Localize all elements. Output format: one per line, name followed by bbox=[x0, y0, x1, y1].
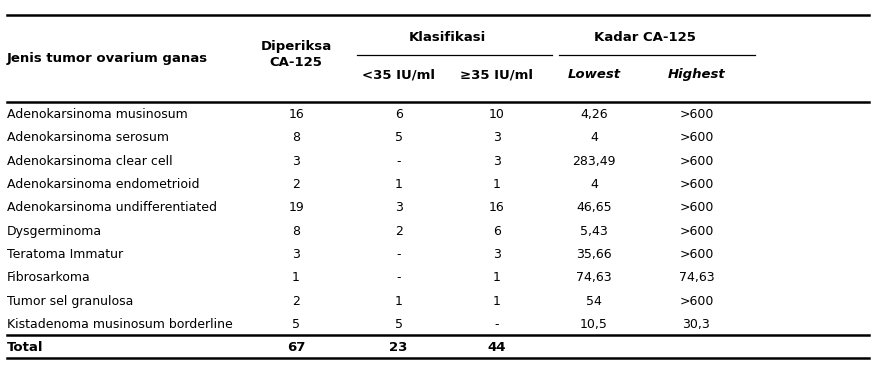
Text: 74,63: 74,63 bbox=[576, 271, 611, 284]
Text: 35,66: 35,66 bbox=[576, 248, 611, 261]
Text: 1: 1 bbox=[293, 271, 300, 284]
Text: 54: 54 bbox=[586, 295, 602, 307]
Text: >600: >600 bbox=[679, 108, 714, 121]
Text: Adenokarsinoma clear cell: Adenokarsinoma clear cell bbox=[7, 155, 173, 168]
Text: 4: 4 bbox=[590, 131, 597, 144]
Text: 67: 67 bbox=[287, 341, 305, 354]
Text: Adenokarsinoma endometrioid: Adenokarsinoma endometrioid bbox=[7, 178, 200, 191]
Text: 2: 2 bbox=[395, 225, 402, 238]
Text: 4,26: 4,26 bbox=[580, 108, 608, 121]
Text: -: - bbox=[396, 271, 401, 284]
Text: 2: 2 bbox=[293, 178, 300, 191]
Text: 10,5: 10,5 bbox=[580, 318, 608, 331]
Text: 1: 1 bbox=[493, 295, 500, 307]
Text: 30,3: 30,3 bbox=[682, 318, 710, 331]
Text: Dysgerminoma: Dysgerminoma bbox=[7, 225, 102, 238]
Text: 1: 1 bbox=[395, 178, 402, 191]
Text: Jenis tumor ovarium ganas: Jenis tumor ovarium ganas bbox=[7, 52, 208, 65]
Text: Total: Total bbox=[7, 341, 44, 354]
Text: >600: >600 bbox=[679, 178, 714, 191]
Text: >600: >600 bbox=[679, 155, 714, 168]
Text: >600: >600 bbox=[679, 201, 714, 214]
Text: 3: 3 bbox=[395, 201, 402, 214]
Text: Adenokarsinoma undifferentiated: Adenokarsinoma undifferentiated bbox=[7, 201, 217, 214]
Text: 3: 3 bbox=[293, 248, 300, 261]
Text: >600: >600 bbox=[679, 295, 714, 307]
Text: 1: 1 bbox=[493, 271, 500, 284]
Text: 74,63: 74,63 bbox=[679, 271, 714, 284]
Text: 44: 44 bbox=[487, 341, 506, 354]
Text: Adenokarsinoma musinosum: Adenokarsinoma musinosum bbox=[7, 108, 187, 121]
Text: 3: 3 bbox=[493, 248, 500, 261]
Text: 8: 8 bbox=[292, 225, 300, 238]
Text: 283,49: 283,49 bbox=[572, 155, 616, 168]
Text: Teratoma Immatur: Teratoma Immatur bbox=[7, 248, 124, 261]
Text: 6: 6 bbox=[395, 108, 402, 121]
Text: -: - bbox=[396, 248, 401, 261]
Text: 3: 3 bbox=[493, 131, 500, 144]
Text: Highest: Highest bbox=[668, 68, 725, 81]
Text: 5: 5 bbox=[292, 318, 300, 331]
Text: Adenokarsinoma serosum: Adenokarsinoma serosum bbox=[7, 131, 169, 144]
Text: 4: 4 bbox=[590, 178, 597, 191]
Text: 1: 1 bbox=[395, 295, 402, 307]
Text: >600: >600 bbox=[679, 131, 714, 144]
Text: Lowest: Lowest bbox=[568, 68, 620, 81]
Text: 1: 1 bbox=[493, 178, 500, 191]
Text: 19: 19 bbox=[288, 201, 304, 214]
Text: 6: 6 bbox=[493, 225, 500, 238]
Text: 3: 3 bbox=[493, 155, 500, 168]
Text: 46,65: 46,65 bbox=[576, 201, 611, 214]
Text: ≥35 IU/ml: ≥35 IU/ml bbox=[460, 68, 533, 81]
Text: 16: 16 bbox=[288, 108, 304, 121]
Text: >600: >600 bbox=[679, 248, 714, 261]
Text: 23: 23 bbox=[390, 341, 407, 354]
Text: 5: 5 bbox=[394, 318, 403, 331]
Text: Kistadenoma musinosum borderline: Kistadenoma musinosum borderline bbox=[7, 318, 233, 331]
Text: 2: 2 bbox=[293, 295, 300, 307]
Text: Tumor sel granulosa: Tumor sel granulosa bbox=[7, 295, 133, 307]
Text: 8: 8 bbox=[292, 131, 300, 144]
Text: Diperiksa
CA-125: Diperiksa CA-125 bbox=[260, 40, 332, 69]
Text: 5,43: 5,43 bbox=[580, 225, 608, 238]
Text: 3: 3 bbox=[293, 155, 300, 168]
Text: Klasifikasi: Klasifikasi bbox=[409, 31, 486, 44]
Text: -: - bbox=[396, 155, 401, 168]
Text: -: - bbox=[494, 318, 499, 331]
Text: >600: >600 bbox=[679, 225, 714, 238]
Text: Kadar CA-125: Kadar CA-125 bbox=[594, 31, 696, 44]
Text: 5: 5 bbox=[394, 131, 403, 144]
Text: 10: 10 bbox=[489, 108, 505, 121]
Text: 16: 16 bbox=[489, 201, 505, 214]
Text: <35 IU/ml: <35 IU/ml bbox=[362, 68, 435, 81]
Text: Fibrosarkoma: Fibrosarkoma bbox=[7, 271, 91, 284]
